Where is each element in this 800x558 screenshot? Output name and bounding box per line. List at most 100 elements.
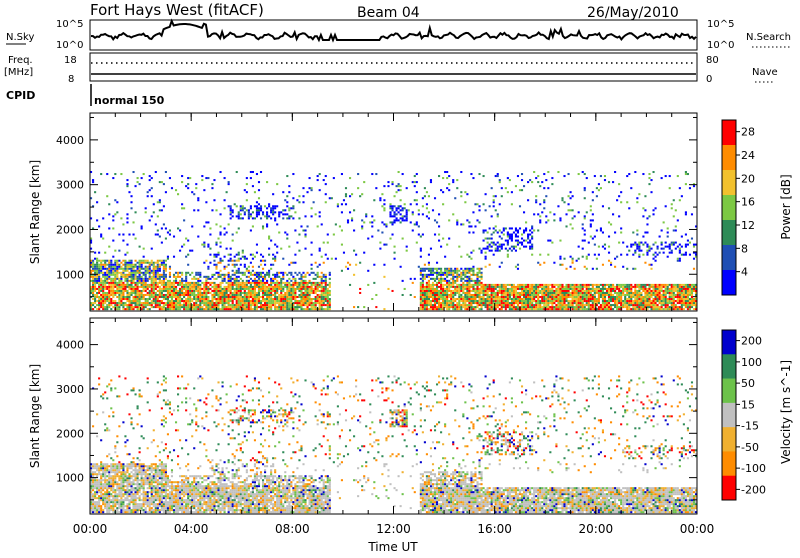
data-cell <box>230 207 232 209</box>
data-cell <box>466 284 468 286</box>
data-cell <box>232 306 234 308</box>
data-cell <box>280 306 282 308</box>
data-cell <box>402 294 404 296</box>
data-cell <box>610 294 612 296</box>
data-cell <box>118 300 120 302</box>
data-cell <box>199 302 201 304</box>
data-cell <box>179 292 181 294</box>
data-cell <box>655 284 657 286</box>
data-cell <box>440 189 442 191</box>
data-cell <box>517 298 519 300</box>
data-cell <box>391 183 393 185</box>
data-cell <box>489 296 491 298</box>
data-cell <box>444 292 446 294</box>
data-cell <box>446 294 448 296</box>
data-cell <box>183 280 185 282</box>
data-cell <box>535 302 537 304</box>
data-cell <box>137 304 139 306</box>
data-cell <box>258 211 260 213</box>
data-cell <box>288 296 290 298</box>
data-cell <box>529 296 531 298</box>
data-cell <box>102 298 104 300</box>
data-cell <box>238 292 240 294</box>
data-cell <box>262 308 264 310</box>
data-cell <box>248 282 250 284</box>
data-cell <box>207 278 209 280</box>
data-cell <box>222 302 224 304</box>
data-cell <box>501 231 503 233</box>
data-cell <box>102 266 104 268</box>
data-cell <box>391 181 393 183</box>
data-cell <box>422 284 424 286</box>
data-cell <box>139 302 141 304</box>
data-cell <box>509 298 511 300</box>
data-cell <box>288 272 290 274</box>
data-cell <box>258 306 260 308</box>
data-cell <box>618 308 620 310</box>
data-cell <box>367 284 369 286</box>
data-cell <box>256 306 258 308</box>
data-cell <box>167 256 169 258</box>
data-cell <box>448 238 450 240</box>
data-cell <box>616 304 618 306</box>
data-cell <box>600 294 602 296</box>
data-cell <box>145 306 147 308</box>
data-cell <box>284 298 286 300</box>
data-cell <box>145 280 147 282</box>
data-cell <box>414 223 416 225</box>
data-cell <box>197 199 199 201</box>
data-cell <box>610 300 612 302</box>
data-cell <box>478 298 480 300</box>
data-cell <box>230 286 232 288</box>
data-cell <box>173 294 175 296</box>
data-cell <box>203 262 205 264</box>
data-cell <box>464 292 466 294</box>
data-cell <box>592 213 594 215</box>
data-cell <box>511 246 513 248</box>
data-cell <box>207 300 209 302</box>
data-cell <box>487 300 489 302</box>
data-cell <box>282 286 284 288</box>
data-cell <box>391 205 393 207</box>
data-cell <box>661 304 663 306</box>
data-cell <box>513 294 515 296</box>
data-cell <box>434 304 436 306</box>
data-cell <box>163 183 165 185</box>
data-cell <box>444 298 446 300</box>
data-cell <box>563 294 565 296</box>
data-cell <box>436 268 438 270</box>
data-cell <box>304 248 306 250</box>
data-cell <box>652 288 654 290</box>
data-cell <box>561 197 563 199</box>
data-cell <box>171 300 173 302</box>
data-cell <box>665 304 667 306</box>
data-cell <box>472 272 474 274</box>
data-cell <box>315 274 317 276</box>
data-cell <box>594 290 596 292</box>
data-cell <box>436 288 438 290</box>
data-cell <box>483 231 485 233</box>
data-cell <box>132 292 134 294</box>
data-cell <box>143 308 145 310</box>
data-cell <box>398 219 400 221</box>
data-cell <box>240 258 242 260</box>
data-cell <box>430 284 432 286</box>
data-cell <box>286 238 288 240</box>
data-cell <box>428 262 430 264</box>
data-cell <box>487 290 489 292</box>
data-cell <box>468 286 470 288</box>
data-cell <box>527 298 529 300</box>
data-cell <box>108 282 110 284</box>
data-cell <box>161 274 163 276</box>
data-cell <box>483 296 485 298</box>
data-cell <box>327 306 329 308</box>
data-cell <box>410 278 412 280</box>
data-cell <box>592 304 594 306</box>
data-cell <box>657 304 659 306</box>
data-cell <box>572 294 574 296</box>
data-cell <box>153 292 155 294</box>
data-cell <box>321 308 323 310</box>
data-cell <box>153 272 155 274</box>
data-cell <box>565 308 567 310</box>
data-cell <box>264 286 266 288</box>
